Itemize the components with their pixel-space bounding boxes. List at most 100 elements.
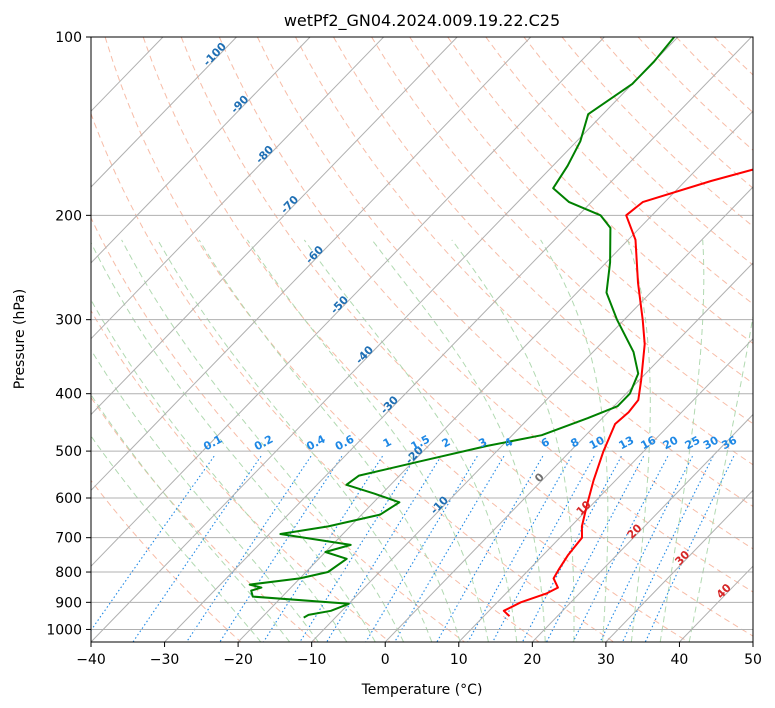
isotherm-label: -90 bbox=[228, 93, 251, 117]
dry-adiabat bbox=[91, 309, 391, 642]
dry-adiabat bbox=[333, 37, 753, 466]
y-tick-label: 400 bbox=[55, 387, 82, 403]
mixing-ratio-label: 1 bbox=[381, 435, 394, 450]
y-tick-label: 800 bbox=[55, 565, 82, 581]
dry-adiabat bbox=[409, 37, 753, 384]
moist-adiabat bbox=[303, 239, 518, 642]
dry-adiabat bbox=[180, 37, 753, 637]
x-tick-label: −10 bbox=[297, 652, 327, 668]
isotherm-label: -80 bbox=[253, 143, 276, 167]
isotherm-label: -100 bbox=[201, 40, 230, 69]
x-tick-label: −20 bbox=[223, 652, 253, 668]
dry-adiabat bbox=[637, 37, 753, 151]
dry-adiabat bbox=[91, 479, 242, 642]
dry-adiabat bbox=[91, 216, 465, 642]
chart-title: wetPf2_GN04.2024.009.19.22.C25 bbox=[284, 11, 560, 31]
mixing-ratio-line bbox=[467, 455, 572, 642]
mixing-ratio-line bbox=[365, 455, 478, 642]
x-tick-label: 40 bbox=[671, 652, 689, 668]
y-axis-label: Pressure (hPa) bbox=[12, 289, 28, 389]
moist-adiabat bbox=[627, 239, 651, 642]
isotherm-label: -40 bbox=[353, 343, 376, 367]
dry-adiabat bbox=[295, 37, 753, 508]
x-tick-label: 30 bbox=[597, 652, 615, 668]
temperature-line bbox=[502, 168, 753, 617]
mixing-ratio-label: 13 bbox=[617, 434, 637, 453]
isotherm-line bbox=[531, 413, 753, 642]
moist-adiabat bbox=[371, 239, 546, 642]
isotherm-line bbox=[752, 641, 753, 642]
mixing-ratio-label: 0.1 bbox=[201, 433, 224, 454]
mixing-ratio-label: 20 bbox=[661, 433, 681, 452]
y-tick-label: 1000 bbox=[46, 622, 82, 638]
y-tick-label: 700 bbox=[55, 531, 82, 547]
y-tick-label: 600 bbox=[55, 491, 82, 507]
isotherm-label: -30 bbox=[378, 393, 401, 417]
mixing-ratio-line bbox=[394, 455, 505, 642]
y-tick-label: 200 bbox=[55, 208, 82, 224]
isotherm-line bbox=[164, 37, 752, 642]
dry-adiabat bbox=[218, 37, 753, 593]
x-axis-label: Temperature (°C) bbox=[361, 682, 483, 698]
mixing-ratio-line bbox=[572, 455, 669, 642]
dry-adiabat bbox=[104, 37, 614, 642]
plot-frame bbox=[90, 36, 754, 643]
y-tick-label: 900 bbox=[55, 595, 82, 611]
x-tick-label: −30 bbox=[150, 652, 180, 668]
mixing-ratio-line bbox=[622, 455, 714, 642]
mixing-ratio-label: 30 bbox=[701, 433, 721, 452]
moist-adiabat bbox=[198, 239, 461, 642]
moist-adiabat bbox=[659, 239, 705, 642]
dewpoint-line bbox=[248, 37, 675, 619]
y-tick-label: 100 bbox=[55, 30, 82, 46]
y-tick-label: 500 bbox=[55, 444, 82, 460]
isotherm-line bbox=[91, 37, 532, 492]
isotherm-label-lower: 40 bbox=[714, 581, 734, 601]
isotherm-line bbox=[91, 37, 384, 340]
isotherm-line bbox=[91, 37, 311, 264]
mixing-ratio-label: 6 bbox=[539, 435, 552, 450]
x-tick-label: 0 bbox=[381, 652, 390, 668]
mixing-ratio-line bbox=[599, 455, 693, 642]
mixing-ratio-line bbox=[299, 455, 417, 642]
x-tick-label: 10 bbox=[450, 652, 468, 668]
isotherm-label: -60 bbox=[303, 243, 326, 267]
moist-adiabat bbox=[451, 239, 575, 642]
isotherm-line bbox=[384, 262, 753, 642]
isotherm-label-lower: 20 bbox=[625, 521, 645, 541]
y-tick-label: 300 bbox=[55, 313, 82, 329]
dry-adiabat bbox=[142, 37, 689, 642]
mixing-ratio-label: 1.5 bbox=[409, 433, 432, 454]
mixing-ratio-label: 36 bbox=[719, 433, 739, 452]
mixing-ratio-label: 8 bbox=[568, 435, 581, 450]
mixing-ratio-label: 16 bbox=[639, 433, 659, 452]
mixing-ratio-line bbox=[644, 455, 735, 642]
mixing-ratio-label: 0.6 bbox=[333, 432, 357, 453]
isotherm-label: -50 bbox=[328, 293, 351, 317]
moist-adiabat bbox=[91, 241, 376, 642]
mixing-ratio-line bbox=[263, 455, 383, 642]
dry-adiabat bbox=[256, 37, 753, 550]
isotherm-label: -10 bbox=[428, 493, 451, 517]
isotherm-line bbox=[91, 37, 237, 188]
mixing-ratio-label: 0.4 bbox=[304, 432, 328, 453]
isotherm-label-lower: 10 bbox=[574, 498, 594, 518]
dry-adiabat bbox=[447, 37, 753, 345]
moist-adiabat bbox=[91, 348, 319, 642]
mixing-ratio-label: 4 bbox=[502, 435, 515, 450]
mixing-ratio-label: 25 bbox=[683, 434, 703, 453]
isotherm-line bbox=[91, 37, 458, 416]
dry-adiabat bbox=[91, 112, 540, 642]
mixing-ratio-label: 10 bbox=[587, 433, 607, 452]
dry-adiabat bbox=[751, 37, 753, 39]
mixing-ratio-label: 2 bbox=[440, 435, 453, 450]
dry-adiabat bbox=[485, 37, 753, 305]
dry-adiabat bbox=[561, 37, 753, 228]
mixing-ratio-line bbox=[436, 455, 544, 642]
dry-adiabat bbox=[713, 37, 753, 76]
mixing-ratio-line bbox=[186, 455, 312, 642]
isotherm-label: -70 bbox=[278, 193, 301, 217]
x-tick-label: 50 bbox=[744, 652, 762, 668]
moist-adiabat bbox=[91, 435, 262, 642]
